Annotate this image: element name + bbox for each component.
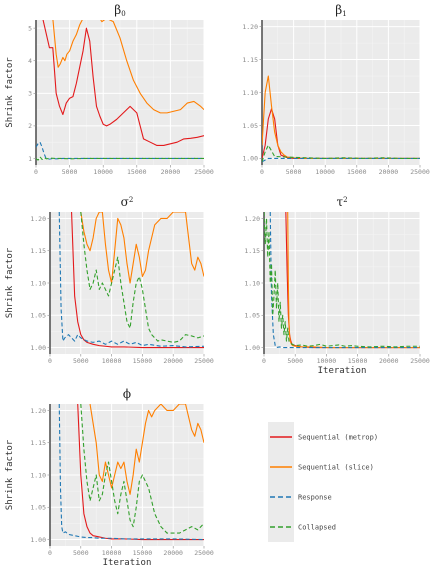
x-tick-label: 10000 <box>102 357 122 365</box>
x-tick-label: 15000 <box>133 549 153 557</box>
x-tick-label: 25000 <box>410 168 430 176</box>
series-line-metrop <box>77 404 204 541</box>
panel-title: β1 <box>335 3 346 18</box>
y-tick-label: 1 <box>28 155 32 163</box>
y-tick-label: 1.20 <box>242 23 258 31</box>
y-tick-label: 1.15 <box>30 247 46 255</box>
y-tick-label: 3 <box>28 90 32 98</box>
y-tick-label: 1.15 <box>242 56 258 64</box>
series-line-slice <box>80 212 204 284</box>
x-tick-label: 20000 <box>379 168 399 176</box>
y-tick-label: 5 <box>28 24 32 32</box>
y-tick-label: 1.20 <box>244 215 260 223</box>
series-line-collapsed <box>36 156 204 161</box>
series-line-slice <box>89 404 204 495</box>
x-tick-label: 15000 <box>347 168 367 176</box>
legend-label-collapsed: Collapsed <box>298 524 336 532</box>
x-tick-label: 20000 <box>379 357 399 365</box>
series-line-metrop <box>71 212 204 349</box>
x-tick-label: 0 <box>34 168 38 176</box>
legend-key-background <box>268 422 294 542</box>
x-tick-label: 0 <box>48 357 52 365</box>
x-tick-label: 0 <box>262 357 266 365</box>
y-tick-label: 1.05 <box>242 122 258 130</box>
x-axis-label: Iteration <box>318 366 367 376</box>
y-tick-label: 1.10 <box>244 279 260 287</box>
series-line-collapsed <box>262 144 420 162</box>
y-axis-label: Shrink factor <box>5 439 15 510</box>
y-tick-label: 1.10 <box>30 279 46 287</box>
panel-beta1: 0 5000 10000 15000 20000 25000 1.00 1.05 1.10 1.1… <box>242 3 430 176</box>
x-tick-label: 0 <box>48 549 52 557</box>
panel-beta0: 0 5000 10000 15000 20000 25000 1 2 3 4 5 β0 Shrink f… <box>5 3 214 176</box>
y-tick-label: 1.00 <box>242 155 258 163</box>
panel-sigma2: 0 5000 10000 15000 20000 25000 1.00 1.05 1.10 1.1… <box>5 195 214 365</box>
x-tick-label: 5000 <box>287 357 303 365</box>
series-line-slice <box>287 212 420 349</box>
y-tick-label: 1.05 <box>30 312 46 320</box>
x-tick-label: 0 <box>260 168 264 176</box>
y-tick-label: 1.00 <box>244 344 260 352</box>
y-tick-label: 1.00 <box>30 344 46 352</box>
legend-label-metrop: Sequential (metrop) <box>298 434 378 442</box>
x-tick-label: 5000 <box>62 168 78 176</box>
legend-label-slice: Sequential (slice) <box>298 464 374 472</box>
x-tick-label: 15000 <box>127 168 147 176</box>
panel-title: ϕ <box>123 387 131 401</box>
series-line-response <box>269 212 420 349</box>
y-tick-label: 1.20 <box>30 407 46 415</box>
y-tick-label: 1.10 <box>30 471 46 479</box>
panel-phi: 0 5000 10000 15000 20000 25000 1.00 1.05 1.10 1.1… <box>5 387 214 568</box>
panel-title: β0 <box>114 3 125 18</box>
x-tick-label: 20000 <box>163 357 183 365</box>
series-line-response <box>58 404 204 541</box>
y-tick-label: 1.05 <box>30 504 46 512</box>
y-tick-label: 2 <box>28 122 32 130</box>
x-tick-label: 25000 <box>410 357 430 365</box>
series-line-collapsed <box>264 212 420 348</box>
x-tick-label: 25000 <box>194 357 214 365</box>
series-line-slice <box>52 20 204 114</box>
y-tick-label: 4 <box>28 57 32 65</box>
y-tick-label: 1.00 <box>30 536 46 544</box>
y-tick-label: 1.05 <box>244 312 260 320</box>
x-tick-label: 10000 <box>317 357 337 365</box>
legend: Sequential (metrop) Sequential (slice) Res… <box>268 422 378 542</box>
series-line-collapsed <box>80 404 204 534</box>
series-line-metrop <box>42 20 204 146</box>
series-line-response <box>58 212 204 348</box>
y-tick-label: 1.15 <box>30 439 46 447</box>
panel-title: σ2 <box>121 195 134 209</box>
x-tick-label: 5000 <box>286 168 302 176</box>
x-tick-label: 25000 <box>194 549 214 557</box>
x-tick-label: 15000 <box>133 357 153 365</box>
panel-tau2: 0 5000 10000 15000 20000 25000 1.00 1.05 1.10 1.1… <box>244 195 430 376</box>
x-tick-label: 20000 <box>161 168 181 176</box>
y-axis-label: Shrink factor <box>5 247 15 318</box>
y-tick-label: 1.20 <box>30 215 46 223</box>
x-tick-label: 25000 <box>194 168 214 176</box>
y-tick-label: 1.15 <box>244 247 260 255</box>
x-tick-label: 5000 <box>73 549 89 557</box>
x-tick-label: 20000 <box>163 549 183 557</box>
series-line-response <box>36 141 204 160</box>
x-axis-label: Iteration <box>103 558 152 568</box>
x-tick-label: 10000 <box>315 168 335 176</box>
x-tick-label: 10000 <box>102 549 122 557</box>
panel-title: τ2 <box>336 195 347 209</box>
y-tick-label: 1.10 <box>242 89 258 97</box>
legend-label-response: Response <box>298 494 332 502</box>
x-tick-label: 15000 <box>348 357 368 365</box>
series-line-collapsed <box>80 212 204 343</box>
x-tick-label: 10000 <box>93 168 113 176</box>
y-axis-label: Shrink factor <box>5 57 15 128</box>
x-tick-label: 5000 <box>73 357 89 365</box>
